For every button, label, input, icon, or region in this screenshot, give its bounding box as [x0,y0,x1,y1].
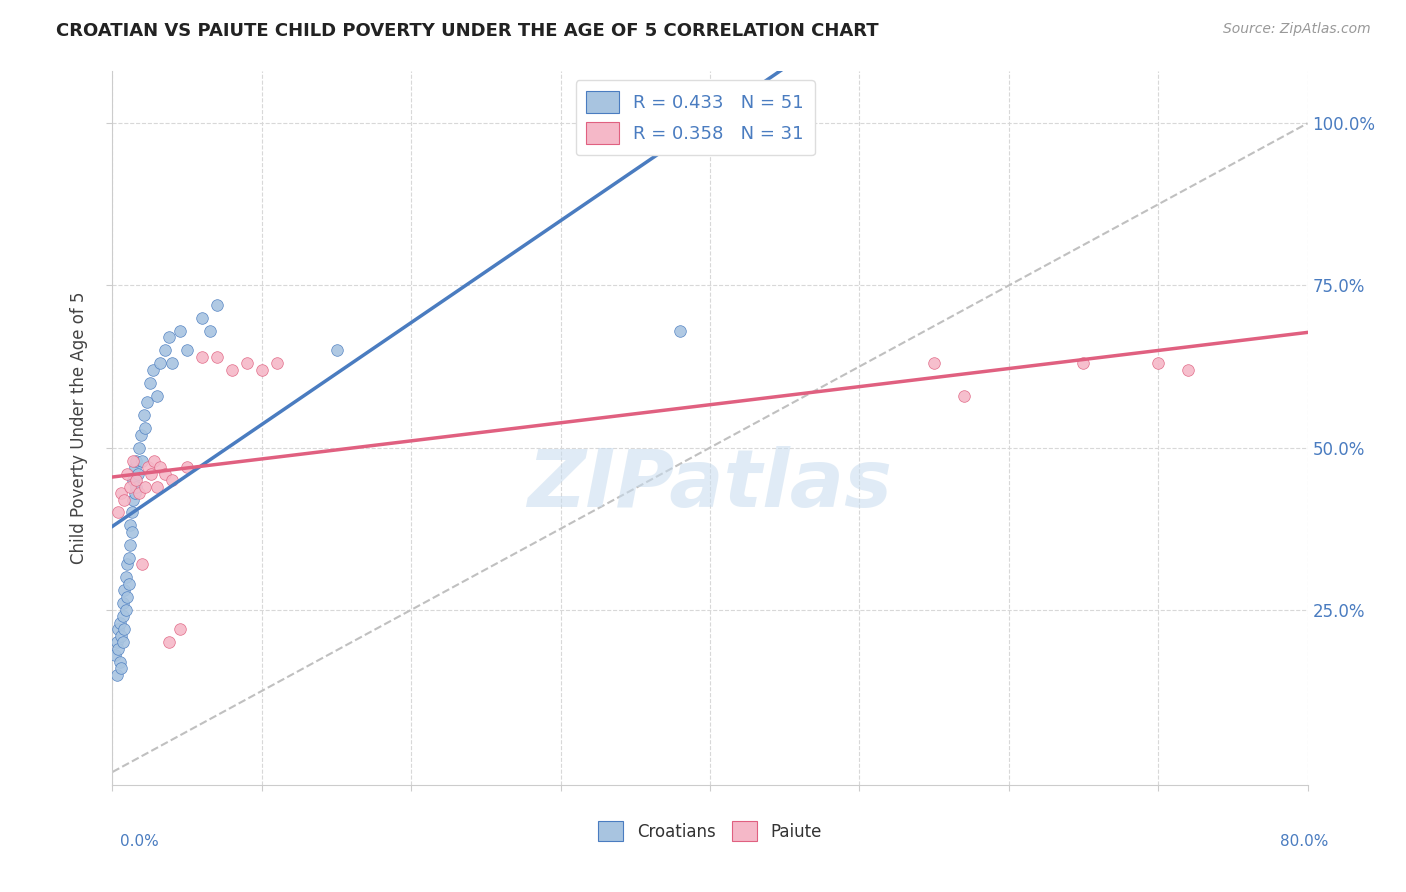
Point [120,538,142,552]
Point [157,635,180,649]
Point [221,363,243,377]
Text: 0.0%: 0.0% [120,834,159,849]
Point [153,343,176,358]
Point [131,558,153,572]
Point [114,492,135,507]
Point [1177,363,1199,377]
Point [141,467,163,481]
Point [111,609,134,624]
Point [118,577,141,591]
Point [115,570,138,584]
Point [108,615,131,630]
Point [115,603,138,617]
Point [125,453,148,467]
Point [134,421,156,435]
Text: 80.0%: 80.0% [1281,834,1329,849]
Point [205,350,228,364]
Point [121,506,143,520]
Point [669,324,692,338]
Point [1147,356,1170,370]
Point [176,460,198,475]
Point [198,324,221,338]
Point [125,473,148,487]
Point [143,453,166,467]
Point [191,310,214,325]
Point [114,583,135,598]
Point [125,479,148,493]
Point [107,506,129,520]
Point [104,648,127,663]
Point [134,479,156,493]
Point [118,550,141,565]
Point [117,590,139,604]
Point [325,343,347,358]
Point [153,467,176,481]
Point [110,629,132,643]
Point [114,622,135,636]
Point [124,460,146,475]
Point [191,350,214,364]
Point [250,363,273,377]
Point [176,343,198,358]
Point [169,622,191,636]
Point [149,460,172,475]
Y-axis label: Child Poverty Under the Age of 5: Child Poverty Under the Age of 5 [70,292,89,565]
Point [149,356,172,370]
Point [111,635,134,649]
Point [236,356,259,370]
Point [120,479,142,493]
Point [162,473,183,487]
Point [127,467,149,481]
Point [122,453,145,467]
Point [117,467,139,481]
Point [169,324,191,338]
Text: ZIPatlas: ZIPatlas [527,446,893,524]
Point [266,356,288,370]
Point [139,376,162,390]
Point [117,558,139,572]
Point [146,479,169,493]
Point [129,427,152,442]
Point [105,667,128,681]
Legend: Croatians, Paiute: Croatians, Paiute [592,814,828,848]
Text: CROATIAN VS PAIUTE CHILD POVERTY UNDER THE AGE OF 5 CORRELATION CHART: CROATIAN VS PAIUTE CHILD POVERTY UNDER T… [56,22,879,40]
Point [108,655,131,669]
Point [121,524,143,539]
Point [122,473,145,487]
Point [922,356,945,370]
Point [128,486,150,500]
Point [953,389,976,403]
Point [128,441,150,455]
Point [107,622,129,636]
Point [146,389,169,403]
Point [122,492,145,507]
Point [105,635,128,649]
Point [110,486,132,500]
Point [138,460,160,475]
Point [157,330,180,344]
Point [132,408,155,422]
Point [120,518,142,533]
Point [162,356,183,370]
Point [1073,356,1095,370]
Text: Source: ZipAtlas.com: Source: ZipAtlas.com [1223,22,1371,37]
Point [124,486,146,500]
Point [142,363,165,377]
Point [205,298,228,312]
Point [135,395,157,409]
Point [131,453,153,467]
Point [111,596,134,610]
Point [110,661,132,675]
Point [107,641,129,656]
